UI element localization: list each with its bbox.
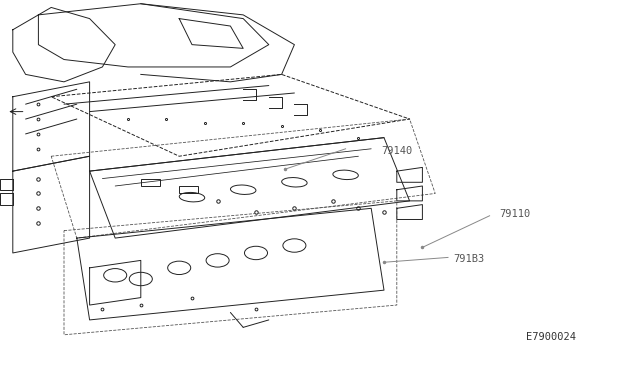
Text: 79140: 79140 [381, 146, 412, 155]
Text: 791B3: 791B3 [453, 254, 484, 263]
Text: E7900024: E7900024 [526, 332, 576, 342]
Text: 79110: 79110 [499, 209, 531, 219]
